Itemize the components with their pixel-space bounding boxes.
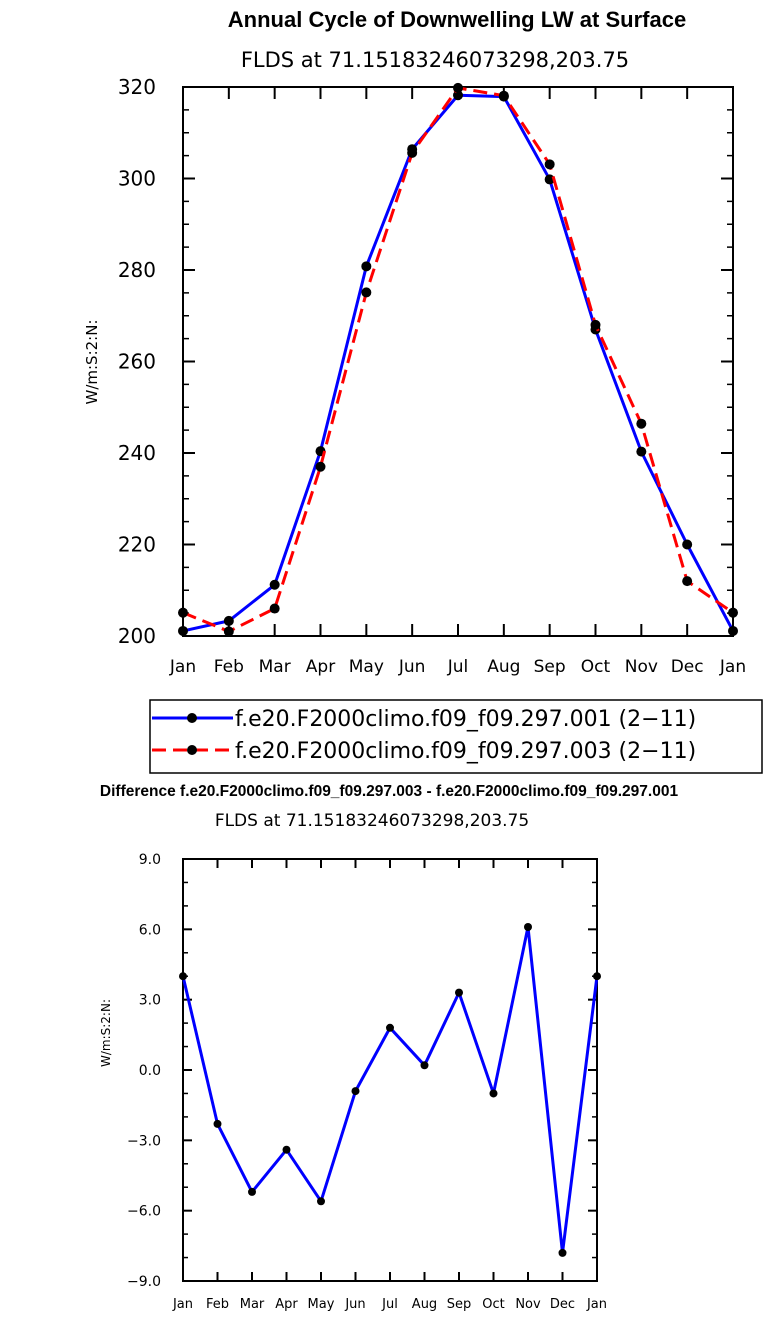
series-2-point <box>636 418 647 429</box>
plot-frame <box>182 86 734 637</box>
y-tick-label: 6.0 <box>139 922 161 938</box>
x-tick-label: Dec <box>671 657 704 677</box>
series-line-1 <box>181 925 599 1255</box>
chart1-plot: 200 220 240 260 280 300 320 Jan Feb Mar Apr May Jun J… <box>118 75 746 677</box>
series-1-point <box>524 922 532 931</box>
series-1-point <box>386 1023 394 1032</box>
chart1-legend: f.e20.F2000climo.f09_f09.297.001 (2−11) … <box>149 699 763 774</box>
x-tick-label: Dec <box>550 1297 575 1312</box>
chart2-subtitle: FLDS at 71.15183246073298,203.75 <box>215 811 529 831</box>
series-1-point <box>282 1145 291 1154</box>
legend-label-series-1: f.e20.F2000climo.f09_f09.297.001 (2−11) <box>235 707 696 732</box>
series-1-point <box>558 1248 567 1257</box>
legend-label-series-2: f.e20.F2000climo.f09_f09.297.003 (2−11) <box>235 739 696 764</box>
series-1-point <box>178 625 188 636</box>
series-2-point <box>728 607 738 618</box>
chart2-plot: −9.0 −6.0 −3.0 0.0 3.0 6.0 9.0 Jan Feb Mar Apr May J… <box>127 852 607 1312</box>
series-line-1 <box>182 93 735 633</box>
series-1-point <box>317 1197 325 1206</box>
series-2-point <box>178 607 188 618</box>
y-tick-label: 300 <box>118 167 156 191</box>
y-tick-label: −6.0 <box>127 1204 161 1220</box>
series-1-point <box>361 261 372 272</box>
x-tick-label: Jan <box>169 657 196 677</box>
series-1-point <box>455 988 463 997</box>
chart2-title: Difference f.e20.F2000climo.f09_f09.297.… <box>100 783 679 800</box>
x-tick-label: May <box>308 1297 335 1312</box>
y-tick-label: 280 <box>118 258 156 282</box>
x-tick-label: Jul <box>381 1297 398 1312</box>
x-tick-label: Nov <box>515 1297 541 1312</box>
series-1-point <box>223 615 234 626</box>
series-1-point <box>213 1119 222 1128</box>
series-2-point <box>315 461 326 472</box>
x-tick-label: Feb <box>214 657 244 677</box>
x-tick-label: Oct <box>482 1297 504 1312</box>
y-tick-label: 320 <box>118 75 156 99</box>
y-tick-label: 9.0 <box>139 852 161 868</box>
chart1-subtitle: FLDS at 71.15183246073298,203.75 <box>241 48 629 72</box>
series-2-point <box>223 626 234 637</box>
y-tick-label: −9.0 <box>127 1274 161 1290</box>
x-tick-label: Nov <box>625 657 658 677</box>
x-tick-label: Apr <box>275 1297 298 1312</box>
series-1-point <box>179 972 187 981</box>
series-2-point <box>498 90 509 101</box>
x-tick-label: Jan <box>172 1297 193 1312</box>
x-tick-label: Aug <box>487 657 520 677</box>
series-2-point <box>453 82 463 93</box>
series-2-point <box>544 159 555 170</box>
series-1-point <box>636 446 647 457</box>
x-tick-label: Jun <box>344 1297 365 1312</box>
y-tick-label: 3.0 <box>139 993 161 1009</box>
series-1-point <box>420 1061 429 1070</box>
x-tick-label: Jan <box>586 1297 607 1312</box>
x-tick-label: Mar <box>259 657 291 677</box>
series-1-point <box>269 579 280 590</box>
x-tick-label: Apr <box>306 657 335 677</box>
series-2-point <box>682 576 693 587</box>
plot-frame <box>182 858 598 1282</box>
x-tick-label: Oct <box>581 657 611 677</box>
y-tick-label: 0.0 <box>139 1063 161 1079</box>
y-tick-label: 260 <box>118 350 156 374</box>
y-tick-label: −3.0 <box>127 1133 161 1149</box>
series-line-2 <box>182 86 734 633</box>
legend-marker-series-2 <box>187 745 197 755</box>
series-1-point <box>489 1089 498 1098</box>
x-tick-label: Mar <box>240 1297 265 1312</box>
x-tick-label: Jun <box>398 657 426 677</box>
series-2-point <box>407 147 418 158</box>
series-1-point <box>728 625 738 636</box>
x-tick-label: Feb <box>206 1297 229 1312</box>
x-tick-label: Jul <box>447 657 469 677</box>
series-2-point <box>361 287 372 298</box>
legend-box <box>149 699 763 774</box>
series-1-point <box>682 539 693 550</box>
x-tick-label: Aug <box>412 1297 437 1312</box>
series-2-point <box>269 603 280 614</box>
x-tick-label: Sep <box>534 657 566 677</box>
chart1-ylabel: W/m:S:2:N: <box>83 320 101 405</box>
series-1-point <box>351 1087 360 1096</box>
series-2-point <box>590 319 601 330</box>
y-tick-label: 200 <box>118 624 156 648</box>
y-tick-label: 220 <box>118 533 156 557</box>
chart2-ylabel: W/m:S:2:N: <box>99 999 113 1067</box>
chart1-title: Annual Cycle of Downwelling LW at Surfac… <box>228 7 686 32</box>
x-tick-label: Sep <box>447 1297 472 1312</box>
legend-marker-series-1 <box>187 713 197 723</box>
y-tick-label: 240 <box>118 441 156 465</box>
x-tick-label: May <box>349 657 384 677</box>
series-1-point <box>593 972 601 981</box>
series-1-point <box>248 1187 256 1196</box>
x-tick-label: Jan <box>719 657 746 677</box>
